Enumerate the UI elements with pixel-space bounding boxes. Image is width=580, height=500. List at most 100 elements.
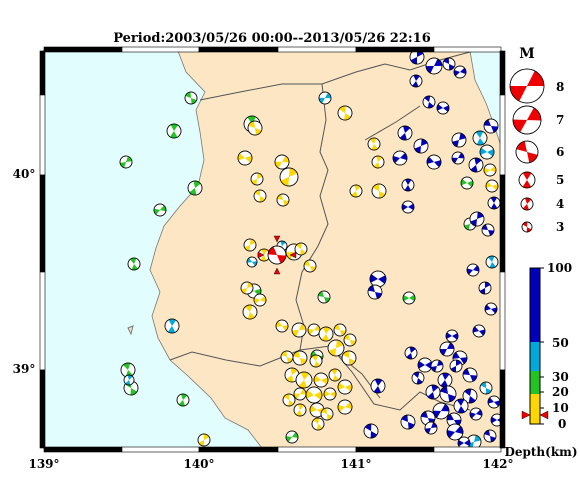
focal-mechanism-56 xyxy=(292,350,308,366)
focal-mechanism-15 xyxy=(460,176,474,190)
focal-mechanism-126 xyxy=(446,423,464,441)
focal-mechanism-84 xyxy=(413,138,429,154)
focal-mechanism-97 xyxy=(367,284,383,300)
focal-mechanism-23 xyxy=(472,130,488,146)
focal-mechanism-31 xyxy=(237,150,253,166)
focal-mechanism-79 xyxy=(453,65,467,79)
focal-mechanism-120 xyxy=(363,423,379,439)
focal-mechanism-89 xyxy=(483,118,499,134)
focal-mechanism-75 xyxy=(371,155,385,169)
focal-mechanism-94 xyxy=(401,178,415,192)
mag-level-4: 4 xyxy=(556,197,564,211)
focal-mechanism-42 xyxy=(294,242,308,256)
depth-legend: 100 50 30 20 10 0 Depth(km) xyxy=(504,261,577,459)
focal-mechanism-77 xyxy=(425,57,443,75)
focal-mechanism-70 xyxy=(337,399,353,415)
focal-mechanism-5 xyxy=(153,203,167,217)
depth-tick-20: 20 xyxy=(552,385,569,399)
focal-mechanism-57 xyxy=(280,350,294,364)
lon-tick-139: 139° xyxy=(28,457,59,471)
focal-mechanism-4 xyxy=(187,180,203,196)
focal-mechanism-18 xyxy=(164,318,180,334)
focal-mechanism-81 xyxy=(422,95,436,109)
focal-mechanism-98 xyxy=(466,263,480,277)
focal-mechanism-90 xyxy=(468,157,484,173)
focal-mechanism-24 xyxy=(479,144,495,160)
focal-mechanism-103 xyxy=(439,341,455,357)
mag-legend-ball-3 xyxy=(521,221,533,233)
focal-mechanism-95 xyxy=(401,200,415,214)
focal-mechanism-110 xyxy=(437,372,453,388)
focal-mechanism-112 xyxy=(370,378,386,394)
focal-mechanism-64 xyxy=(305,386,323,404)
focal-mechanism-34 xyxy=(250,172,264,186)
lon-tick-140: 140° xyxy=(183,457,214,471)
focal-mechanism-69 xyxy=(311,417,325,431)
depth-tick-10: 10 xyxy=(552,401,569,415)
focal-mechanism-19 xyxy=(318,91,332,105)
focal-mechanism-108 xyxy=(449,359,463,373)
mag-legend-ball-5 xyxy=(518,171,536,189)
focal-mechanism-30 xyxy=(367,137,381,151)
mag-level-3: 3 xyxy=(556,220,564,234)
focal-mechanism-36 xyxy=(349,184,363,198)
map-title: Period:2003/05/26 00:00--2013/05/26 22:1… xyxy=(113,31,431,46)
focal-mechanism-51 xyxy=(333,323,347,337)
focal-mechanism-6 xyxy=(127,257,141,271)
focal-mechanism-38 xyxy=(371,183,387,199)
mag-legend-ball-6 xyxy=(515,140,539,164)
focal-mechanism-47 xyxy=(275,319,289,333)
focal-mechanism-80 xyxy=(409,74,423,88)
focal-mechanism-63 xyxy=(323,387,337,401)
depth-bar-frame xyxy=(529,267,541,425)
focal-mechanism-122 xyxy=(469,407,483,421)
focal-mechanism-58 xyxy=(284,367,300,383)
focal-mechanism-73 xyxy=(485,179,499,193)
focal-mechanism-43 xyxy=(303,259,317,273)
depth-tick-50: 50 xyxy=(552,336,569,350)
focal-mechanism-50 xyxy=(318,326,334,342)
mag-legend-ball-7 xyxy=(512,105,542,135)
focal-mechanism-65 xyxy=(293,387,307,401)
focal-mechanism-60 xyxy=(313,372,329,388)
focal-mechanism-44 xyxy=(240,281,254,295)
focal-mechanism-1 xyxy=(184,91,198,105)
focal-mechanism-83 xyxy=(397,125,413,141)
focal-mechanism-46 xyxy=(242,304,258,320)
lat-tick-39: 39° xyxy=(13,362,36,376)
focal-mechanism-105 xyxy=(404,346,418,360)
focal-mechanism-82 xyxy=(436,101,450,115)
focal-mechanism-59 xyxy=(295,371,313,389)
magnitude-legend: M 8 7 6 5 4 3 xyxy=(509,46,564,234)
focal-mechanism-37 xyxy=(276,193,290,207)
focal-mechanism-109 xyxy=(462,367,478,383)
highlighted-event xyxy=(257,235,297,275)
mag-legend-ball-4 xyxy=(520,197,534,211)
focal-mechanism-113 xyxy=(425,384,441,400)
mag-level-7: 7 xyxy=(556,113,564,127)
focal-mechanism-119 xyxy=(400,414,416,430)
focal-mechanism-91 xyxy=(487,196,501,210)
focal-mechanism-72 xyxy=(197,433,211,447)
focal-mechanism-22 xyxy=(479,381,493,395)
focal-mechanism-53 xyxy=(327,339,345,357)
focal-mechanism-118 xyxy=(420,410,436,426)
focal-mechanism-87 xyxy=(451,132,467,148)
focal-mechanism-3 xyxy=(119,155,133,169)
focal-mechanism-74 xyxy=(483,163,497,177)
focal-mechanism-114 xyxy=(439,385,457,403)
mag-level-5: 5 xyxy=(556,173,564,187)
depth-bar-deep xyxy=(530,268,540,342)
focal-mechanism-92 xyxy=(469,211,485,227)
focal-mechanism-99 xyxy=(478,281,492,295)
focal-mechanism-71 xyxy=(293,403,307,417)
depth-bar-green xyxy=(530,371,540,394)
focal-mechanism-102 xyxy=(445,329,459,343)
islet xyxy=(127,325,134,336)
focal-mechanism-96 xyxy=(369,270,387,288)
focal-mechanism-106 xyxy=(417,357,433,373)
focal-mechanism-128 xyxy=(424,421,438,435)
earthquake-mechanisms xyxy=(119,49,504,450)
focal-mechanism-28 xyxy=(247,120,263,136)
focal-mechanism-27 xyxy=(123,374,135,386)
